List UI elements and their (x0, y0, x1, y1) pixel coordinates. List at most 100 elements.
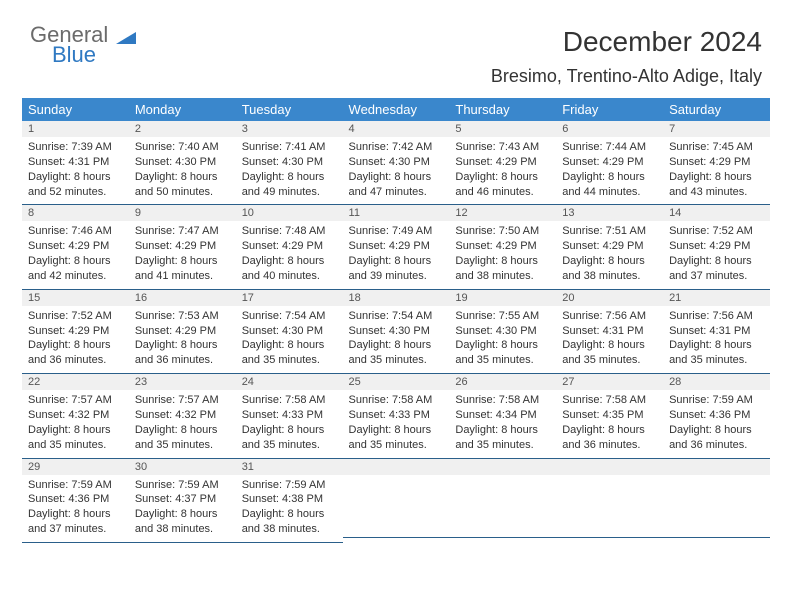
calendar-row: 15Sunrise: 7:52 AMSunset: 4:29 PMDayligh… (22, 290, 770, 374)
sunrise-text: Sunrise: 7:42 AM (349, 140, 444, 155)
day-number: 5 (449, 121, 556, 137)
daylight-text: and 36 minutes. (669, 438, 764, 453)
calendar-cell: 14Sunrise: 7:52 AMSunset: 4:29 PMDayligh… (663, 205, 770, 289)
day-number: 8 (22, 205, 129, 221)
calendar-cell: 7Sunrise: 7:45 AMSunset: 4:29 PMDaylight… (663, 121, 770, 205)
daylight-text: Daylight: 8 hours (28, 338, 123, 353)
calendar-cell (556, 459, 663, 543)
daylight-text: and 35 minutes. (455, 353, 550, 368)
daylight-text: Daylight: 8 hours (669, 170, 764, 185)
day-number: 9 (129, 205, 236, 221)
calendar-cell: 5Sunrise: 7:43 AMSunset: 4:29 PMDaylight… (449, 121, 556, 205)
day-number (556, 459, 663, 475)
calendar-cell (663, 459, 770, 543)
sunrise-text: Sunrise: 7:58 AM (242, 393, 337, 408)
day-details: Sunrise: 7:45 AMSunset: 4:29 PMDaylight:… (663, 137, 770, 204)
day-details: Sunrise: 7:51 AMSunset: 4:29 PMDaylight:… (556, 221, 663, 288)
day-details: Sunrise: 7:42 AMSunset: 4:30 PMDaylight:… (343, 137, 450, 204)
sunrise-text: Sunrise: 7:54 AM (349, 309, 444, 324)
sunrise-text: Sunrise: 7:41 AM (242, 140, 337, 155)
day-details (343, 475, 450, 537)
day-number: 23 (129, 374, 236, 390)
daylight-text: and 52 minutes. (28, 185, 123, 200)
sunrise-text: Sunrise: 7:45 AM (669, 140, 764, 155)
daylight-text: and 35 minutes. (242, 438, 337, 453)
day-details: Sunrise: 7:56 AMSunset: 4:31 PMDaylight:… (556, 306, 663, 373)
sunrise-text: Sunrise: 7:55 AM (455, 309, 550, 324)
daylight-text: Daylight: 8 hours (135, 254, 230, 269)
day-details: Sunrise: 7:58 AMSunset: 4:33 PMDaylight:… (343, 390, 450, 457)
calendar-cell: 18Sunrise: 7:54 AMSunset: 4:30 PMDayligh… (343, 290, 450, 374)
day-number: 6 (556, 121, 663, 137)
calendar-cell: 11Sunrise: 7:49 AMSunset: 4:29 PMDayligh… (343, 205, 450, 289)
calendar-row: 29Sunrise: 7:59 AMSunset: 4:36 PMDayligh… (22, 459, 770, 543)
sunrise-text: Sunrise: 7:56 AM (669, 309, 764, 324)
day-details: Sunrise: 7:56 AMSunset: 4:31 PMDaylight:… (663, 306, 770, 373)
day-details: Sunrise: 7:43 AMSunset: 4:29 PMDaylight:… (449, 137, 556, 204)
daylight-text: Daylight: 8 hours (135, 170, 230, 185)
sunset-text: Sunset: 4:30 PM (455, 324, 550, 339)
logo-triangle-icon (114, 22, 136, 47)
daylight-text: Daylight: 8 hours (349, 170, 444, 185)
calendar-cell: 16Sunrise: 7:53 AMSunset: 4:29 PMDayligh… (129, 290, 236, 374)
day-details (663, 475, 770, 537)
daylight-text: and 38 minutes. (135, 522, 230, 537)
calendar-cell: 12Sunrise: 7:50 AMSunset: 4:29 PMDayligh… (449, 205, 556, 289)
sunrise-text: Sunrise: 7:53 AM (135, 309, 230, 324)
daylight-text: Daylight: 8 hours (562, 423, 657, 438)
day-number: 24 (236, 374, 343, 390)
daylight-text: Daylight: 8 hours (349, 254, 444, 269)
day-details: Sunrise: 7:59 AMSunset: 4:36 PMDaylight:… (22, 475, 129, 542)
daylight-text: Daylight: 8 hours (455, 338, 550, 353)
weekday-header: Thursday (449, 98, 556, 121)
sunrise-text: Sunrise: 7:57 AM (28, 393, 123, 408)
sunset-text: Sunset: 4:29 PM (349, 239, 444, 254)
daylight-text: and 38 minutes. (562, 269, 657, 284)
sunrise-text: Sunrise: 7:58 AM (349, 393, 444, 408)
day-details: Sunrise: 7:59 AMSunset: 4:38 PMDaylight:… (236, 475, 343, 542)
day-number: 27 (556, 374, 663, 390)
day-details: Sunrise: 7:40 AMSunset: 4:30 PMDaylight:… (129, 137, 236, 204)
day-number: 2 (129, 121, 236, 137)
calendar-cell: 23Sunrise: 7:57 AMSunset: 4:32 PMDayligh… (129, 374, 236, 458)
sunset-text: Sunset: 4:30 PM (242, 155, 337, 170)
daylight-text: Daylight: 8 hours (669, 423, 764, 438)
weekday-header: Wednesday (343, 98, 450, 121)
day-details: Sunrise: 7:52 AMSunset: 4:29 PMDaylight:… (663, 221, 770, 288)
calendar-cell: 13Sunrise: 7:51 AMSunset: 4:29 PMDayligh… (556, 205, 663, 289)
day-details: Sunrise: 7:39 AMSunset: 4:31 PMDaylight:… (22, 137, 129, 204)
day-number: 26 (449, 374, 556, 390)
day-number: 1 (22, 121, 129, 137)
sunset-text: Sunset: 4:33 PM (242, 408, 337, 423)
sunrise-text: Sunrise: 7:40 AM (135, 140, 230, 155)
calendar-cell: 28Sunrise: 7:59 AMSunset: 4:36 PMDayligh… (663, 374, 770, 458)
weekday-header: Sunday (22, 98, 129, 121)
sunset-text: Sunset: 4:29 PM (28, 324, 123, 339)
day-details: Sunrise: 7:52 AMSunset: 4:29 PMDaylight:… (22, 306, 129, 373)
daylight-text: and 37 minutes. (669, 269, 764, 284)
calendar-cell: 27Sunrise: 7:58 AMSunset: 4:35 PMDayligh… (556, 374, 663, 458)
page-header: General Blue December 2024 Bresimo, Tren… (22, 18, 770, 98)
weekday-header: Monday (129, 98, 236, 121)
calendar-cell: 15Sunrise: 7:52 AMSunset: 4:29 PMDayligh… (22, 290, 129, 374)
day-details: Sunrise: 7:59 AMSunset: 4:36 PMDaylight:… (663, 390, 770, 457)
sunset-text: Sunset: 4:32 PM (28, 408, 123, 423)
sunrise-text: Sunrise: 7:50 AM (455, 224, 550, 239)
daylight-text: and 36 minutes. (135, 353, 230, 368)
daylight-text: Daylight: 8 hours (135, 423, 230, 438)
calendar-cell: 6Sunrise: 7:44 AMSunset: 4:29 PMDaylight… (556, 121, 663, 205)
calendar-row: 22Sunrise: 7:57 AMSunset: 4:32 PMDayligh… (22, 374, 770, 458)
sunset-text: Sunset: 4:33 PM (349, 408, 444, 423)
weekday-header-row: Sunday Monday Tuesday Wednesday Thursday… (22, 98, 770, 121)
logo-word2: Blue (52, 44, 136, 66)
sunrise-text: Sunrise: 7:58 AM (562, 393, 657, 408)
day-number: 22 (22, 374, 129, 390)
day-details: Sunrise: 7:47 AMSunset: 4:29 PMDaylight:… (129, 221, 236, 288)
daylight-text: and 35 minutes. (455, 438, 550, 453)
sunset-text: Sunset: 4:32 PM (135, 408, 230, 423)
sunrise-text: Sunrise: 7:54 AM (242, 309, 337, 324)
day-number: 31 (236, 459, 343, 475)
daylight-text: Daylight: 8 hours (28, 423, 123, 438)
daylight-text: and 38 minutes. (242, 522, 337, 537)
sunrise-text: Sunrise: 7:59 AM (135, 478, 230, 493)
